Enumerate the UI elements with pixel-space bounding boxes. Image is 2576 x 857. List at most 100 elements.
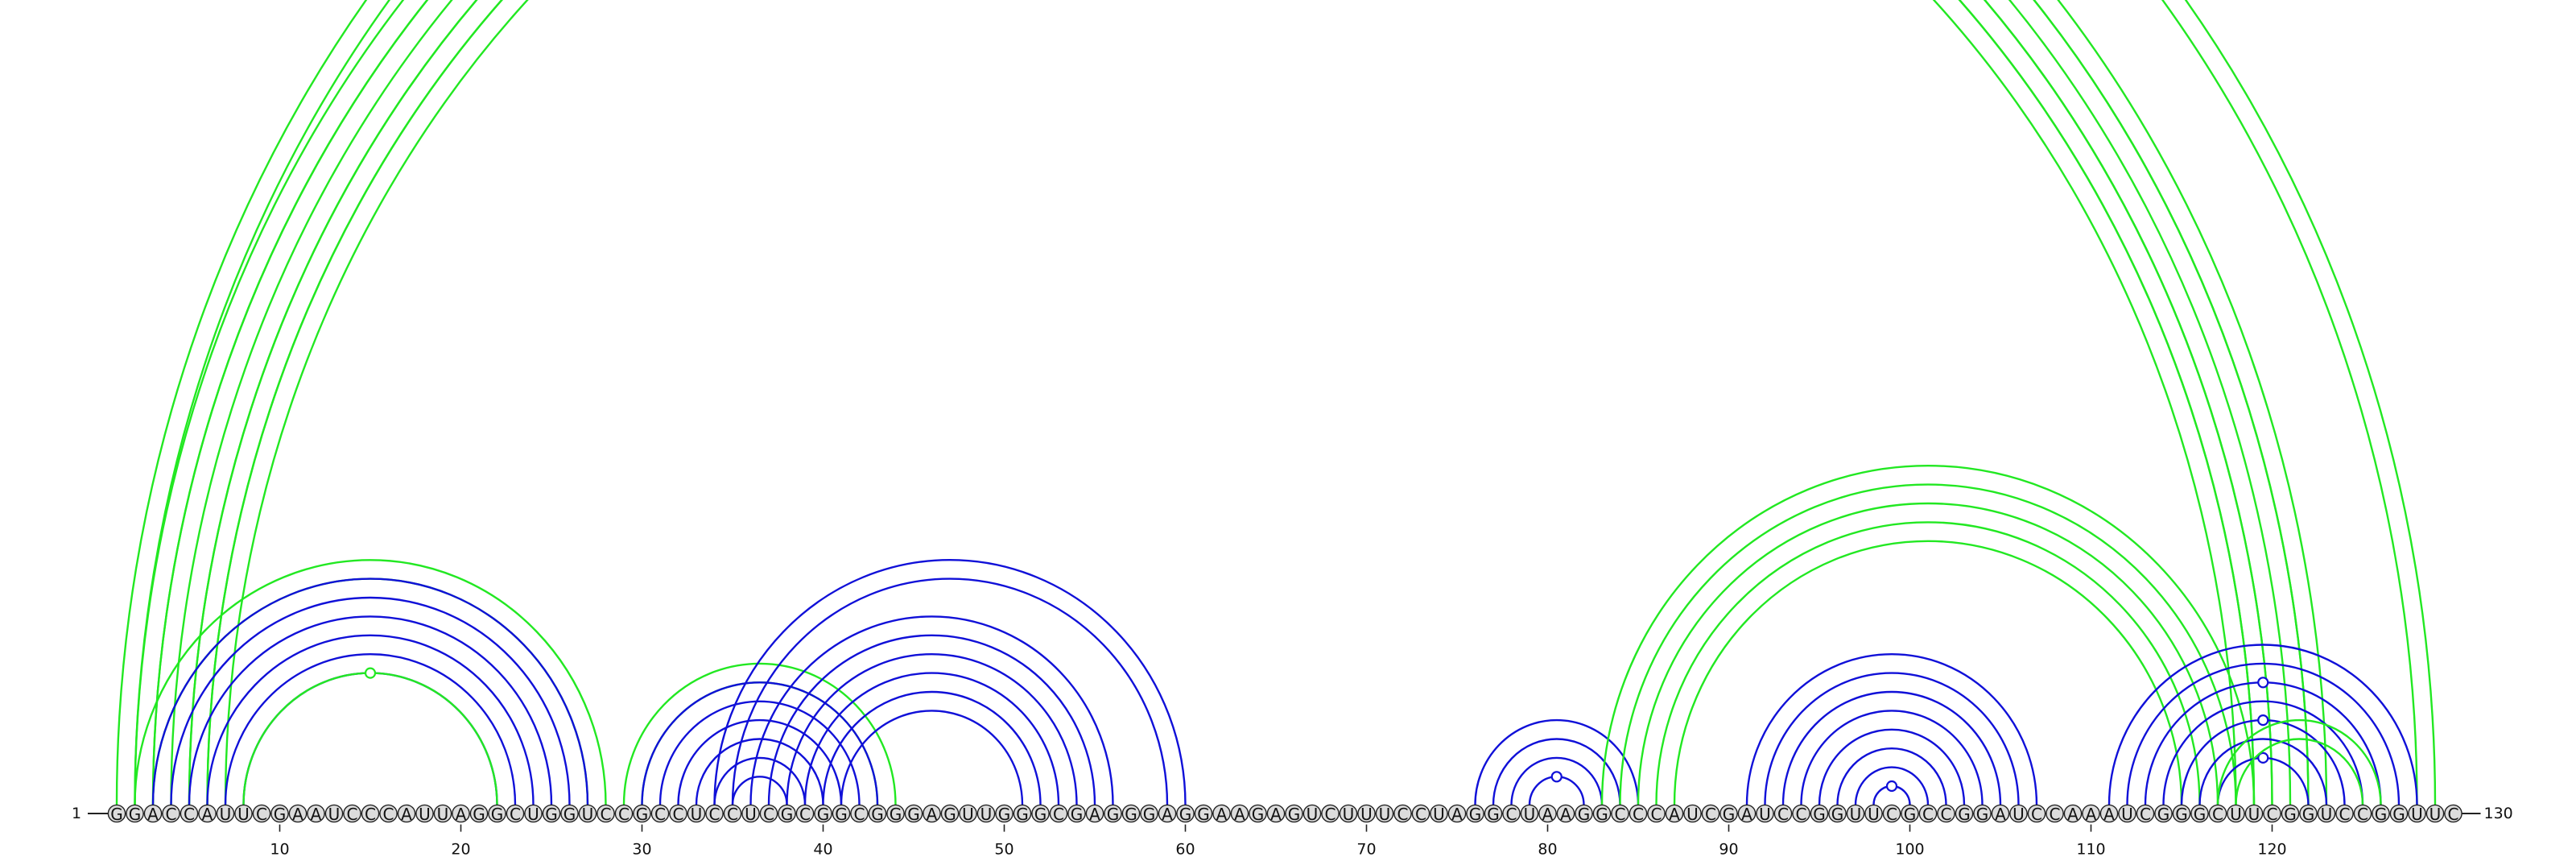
nucleotide-letter: G: [1125, 805, 1137, 824]
pair-arc-8-22: [242, 672, 498, 805]
nucleotide: G: [1067, 804, 1086, 824]
nucleotide-letter: A: [311, 805, 322, 824]
nucleotide-circle: [1737, 804, 1757, 823]
pair-arc-77-84: [1492, 738, 1621, 805]
pair-arc-6-24: [206, 634, 535, 805]
nucleotide-letter: C: [799, 805, 811, 824]
nucleotide-circle: [1339, 804, 1358, 823]
nucleotide: C: [1393, 804, 1412, 824]
nucleotide: C: [252, 804, 271, 824]
nucleotide-circle: [1901, 804, 1919, 823]
nucleotide-circle: [524, 804, 543, 823]
pair-arc-5-25: [188, 615, 553, 805]
nucleotide-circle: [542, 804, 561, 823]
nucleotide: C: [506, 804, 525, 824]
pair-arc-2-128: [134, 0, 2418, 805]
nucleotide: G: [2281, 804, 2300, 824]
nucleotide-letter: U: [2248, 805, 2260, 824]
nucleotide: G: [778, 804, 796, 824]
nucleotide-letter: C: [2339, 805, 2351, 824]
nucleotide-circle: [832, 804, 851, 823]
nucleotide: C: [2335, 804, 2354, 824]
nucleotide-circle: [2046, 804, 2064, 823]
nucleotide-circle: [1810, 804, 1829, 823]
nucleotide-letter: C: [1053, 805, 1064, 824]
pair-arc-38-54: [786, 653, 1078, 805]
nucleotide-circle: [614, 804, 634, 823]
nucleotide: U: [1339, 804, 1358, 824]
nucleotide: G: [1901, 804, 1919, 824]
nucleotide-circle: [1756, 804, 1774, 823]
nucleotide: G: [868, 804, 887, 824]
nucleotide: A: [1266, 804, 1286, 824]
nucleotide: C: [1049, 804, 1068, 824]
nucleotide: G: [270, 804, 289, 824]
nucleotide-circle: [669, 804, 687, 823]
nucleotide-letter: G: [781, 805, 794, 824]
loop-marker-8-22: [364, 667, 377, 679]
nucleotide-circle: [1538, 804, 1557, 823]
pair-arc-31-42: [658, 700, 861, 805]
pair-arc-41-51: [840, 710, 1024, 805]
nucleotide-circle: [1447, 804, 1467, 823]
nucleotide-circle: [415, 804, 434, 823]
pair-arc-6-119: [206, 0, 2256, 805]
nucleotide: A: [1447, 804, 1467, 824]
pair-arc-29-44: [622, 662, 897, 805]
nucleotide: C: [2208, 804, 2227, 824]
nucleotide-letter: G: [1107, 805, 1120, 824]
nucleotide-circle: [1973, 804, 1992, 823]
nucleotide: G: [832, 804, 851, 824]
nucleotide-circle: [1321, 804, 1340, 823]
nucleotide-circle: [252, 804, 271, 823]
nucleotide-circle: [1013, 804, 1032, 823]
nucleotide: C: [759, 804, 778, 824]
nucleotide: U: [1375, 804, 1394, 824]
nucleotide-circle: [1611, 804, 1629, 823]
nucleotide: G: [1285, 804, 1303, 824]
nucleotide-letter: U: [980, 805, 993, 824]
nucleotide-letter: C: [2050, 805, 2061, 824]
loop-marker-117-122: [2257, 751, 2269, 764]
nucleotide-circle: [1176, 804, 1195, 823]
nucleotide: U: [1756, 804, 1774, 824]
nucleotide: A: [2099, 804, 2119, 824]
pair-arc-39-53: [803, 672, 1060, 805]
nucleotide-circle: [2136, 804, 2155, 823]
nucleotide-circle: [1918, 804, 1938, 823]
nucleotide-letter: G: [2157, 805, 2170, 824]
tick-label: 90: [1719, 841, 1738, 857]
nucleotide-circle: [506, 804, 525, 823]
nucleotide-letter: C: [1615, 805, 1626, 824]
nucleotide-letter: C: [184, 805, 195, 824]
nucleotide-letter: G: [1487, 805, 1500, 824]
tick-label: 30: [632, 841, 651, 857]
nucleotide-letter: U: [1759, 805, 1771, 824]
nucleotide-letter: G: [943, 805, 956, 824]
nucleotide-letter: A: [456, 805, 467, 824]
nucleotide: A: [1538, 804, 1557, 824]
nucleotide-letter: U: [1524, 805, 1536, 824]
nucleotide-letter: G: [564, 805, 576, 824]
nucleotide-letter: U: [1360, 805, 1373, 824]
nucleotide-circle: [705, 804, 724, 823]
nucleotide-letter: U: [237, 805, 250, 824]
nucleotide: G: [1828, 804, 1847, 824]
nucleotide-letter: C: [1397, 805, 1409, 824]
nucleotide-circle: [2027, 804, 2046, 823]
nucleotide-letter: U: [962, 805, 974, 824]
nucleotide-circle: [2408, 804, 2426, 823]
nucleotide-circle: [2154, 804, 2173, 823]
nucleotide-letter: U: [2411, 805, 2423, 824]
nucleotide-circle: [1955, 804, 1974, 823]
nucleotide-letter: G: [835, 805, 848, 824]
nucleotide-letter: C: [1941, 805, 1952, 824]
nucleotide-letter: G: [2175, 805, 2188, 824]
nucleotide: U: [216, 804, 235, 824]
pair-arc-30-43: [641, 681, 879, 805]
nucleotide-circle: [1266, 804, 1286, 823]
nucleotide-circle: [759, 804, 778, 823]
pair-arc-91-107: [1745, 653, 2038, 805]
pair-arc-114-125: [2162, 700, 2364, 805]
nucleotide-letter: C: [347, 805, 358, 824]
